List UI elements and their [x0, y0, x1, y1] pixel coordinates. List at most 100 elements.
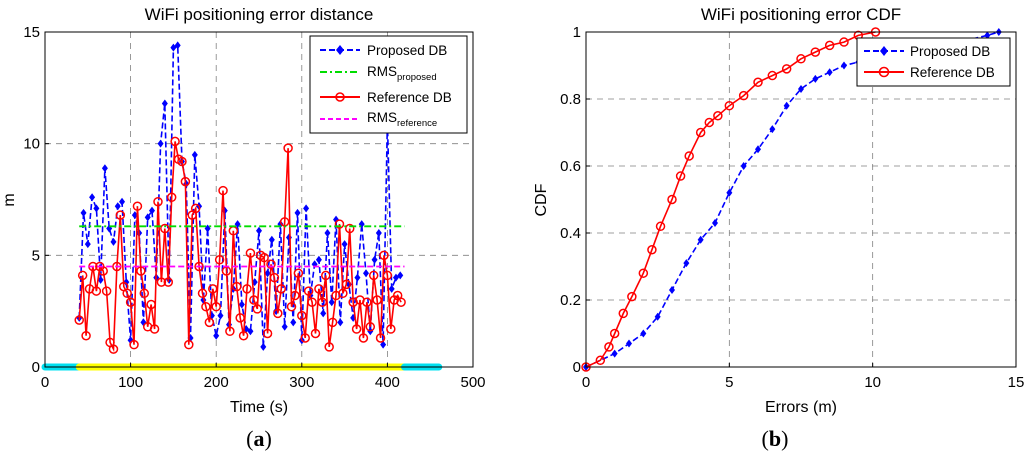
point-proposed-db [264, 269, 271, 278]
point-reference-db [245, 248, 256, 258]
series-line-reference-db [78, 141, 402, 353]
point-reference-db [684, 151, 694, 161]
point-proposed-db [144, 213, 151, 222]
point-proposed-db [260, 342, 267, 351]
point-proposed-db [119, 197, 126, 206]
y-tick-label: 0.8 [560, 91, 581, 108]
point-reference-db [713, 111, 723, 121]
point-reference-db [190, 203, 201, 214]
chart-a-legend-box [309, 35, 468, 134]
point-proposed-db [110, 237, 117, 246]
point-reference-db [675, 171, 686, 181]
point-reference-db [839, 37, 849, 47]
point-reference-db [125, 297, 136, 307]
point-proposed-db [740, 162, 747, 170]
point-reference-db [211, 301, 221, 312]
point-proposed-db [726, 188, 733, 197]
point-reference-db [81, 330, 91, 341]
point-proposed-db [238, 300, 245, 309]
point-proposed-db [294, 208, 301, 217]
point-reference-db [276, 284, 287, 294]
caption-b: (b) [762, 426, 789, 451]
point-reference-db [618, 308, 629, 319]
point-proposed-db [157, 139, 164, 148]
point-reference-db [375, 333, 386, 343]
chart-b-legend: Proposed DB Reference DB [856, 37, 1011, 87]
point-reference-db [129, 339, 139, 350]
point-reference-db [108, 344, 119, 354]
point-reference-db [595, 355, 606, 366]
chart-a-title: WiFi positioning error distance [145, 5, 374, 24]
point-reference-db [122, 288, 132, 299]
legend-a-reference-marker [335, 92, 345, 102]
x-tick-label: 200 [204, 374, 229, 391]
point-reference-db [177, 156, 187, 167]
point-reference-db [156, 277, 167, 287]
point-proposed-db [174, 41, 181, 50]
point-reference-db [307, 297, 317, 307]
caption-a: (a) [246, 426, 272, 451]
legend-a-proposed-marker [336, 45, 344, 55]
point-reference-db [225, 326, 235, 337]
point-reference-db [204, 317, 215, 328]
point-proposed-db [161, 99, 168, 108]
point-reference-db [667, 194, 677, 205]
point-proposed-db [315, 255, 322, 264]
point-proposed-db [611, 349, 618, 358]
point-proposed-db [89, 193, 96, 202]
chart-a-ylabel: m [1, 193, 18, 206]
point-reference-db [184, 339, 194, 350]
point-proposed-db [841, 61, 847, 70]
point-reference-db [724, 100, 735, 111]
point-reference-db [314, 284, 324, 294]
point-reference-db [290, 290, 300, 301]
legend-a-item-rms-proposed: RMSproposed [367, 64, 437, 83]
point-reference-db [208, 284, 218, 294]
point-proposed-db [213, 331, 220, 340]
point-reference-db [767, 70, 778, 81]
point-reference-db [259, 252, 269, 263]
point-reference-db [235, 313, 245, 323]
panel-b-error-cdf: WiFi positioning error CDF 0 5 10 15 0 0.2 0.4… [533, 5, 1024, 451]
point-proposed-db [354, 273, 361, 282]
point-proposed-db [320, 309, 327, 318]
legend-b-item-reference: Reference DB [910, 65, 995, 80]
point-proposed-db [683, 259, 690, 268]
point-reference-db [303, 286, 314, 296]
chart-a-ticks: 0 100 200 300 400 500 0 5 10 15 [23, 24, 485, 391]
point-reference-db [338, 288, 348, 299]
point-proposed-db [640, 329, 647, 338]
chart-a-frame [44, 31, 474, 368]
point-proposed-db [256, 226, 262, 235]
y-tick-label: 15 [23, 24, 40, 41]
point-reference-db [324, 342, 334, 352]
legend-b-proposed-marker [880, 46, 888, 56]
point-reference-db [695, 127, 706, 138]
point-reference-db [382, 270, 393, 281]
point-reference-db [317, 297, 328, 307]
point-reference-db [372, 295, 382, 305]
point-reference-db [77, 270, 88, 281]
point-reference-db [824, 40, 835, 51]
point-reference-db [252, 304, 263, 314]
point-reference-db [115, 210, 126, 220]
point-reference-db [218, 185, 228, 196]
point-reference-db [297, 310, 307, 321]
point-reference-db [214, 255, 225, 265]
x-tick-label: 0 [41, 374, 49, 391]
point-reference-db [269, 272, 280, 283]
chart-b-title: WiFi positioning error CDF [701, 5, 901, 24]
point-reference-db [132, 201, 143, 211]
point-proposed-db [333, 215, 340, 224]
point-proposed-db [697, 235, 704, 244]
y-tick-label: 0.4 [560, 225, 581, 242]
point-proposed-db [281, 322, 288, 331]
chart-b-frame [585, 31, 1017, 368]
point-proposed-db [755, 145, 761, 154]
point-reference-db [180, 176, 191, 187]
point-reference-db [738, 90, 749, 101]
chart-b-xlabel: Errors (m) [765, 399, 837, 416]
point-proposed-db [191, 150, 198, 159]
point-proposed-db [363, 269, 369, 278]
point-reference-db [286, 301, 297, 312]
